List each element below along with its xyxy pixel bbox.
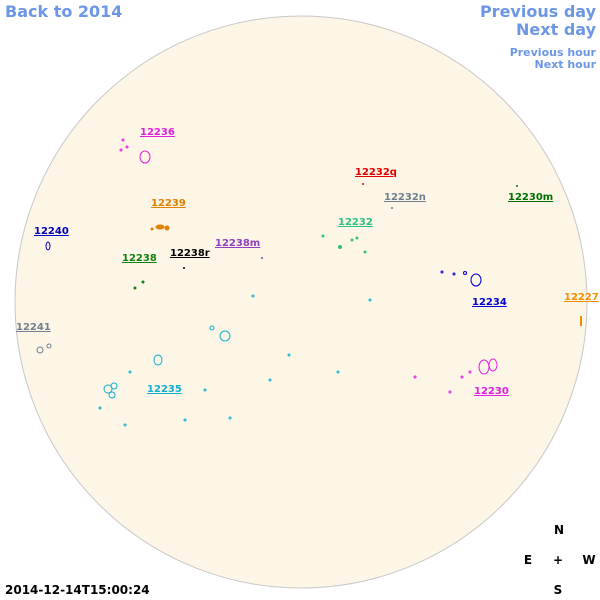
region-label[interactable]: 12238r bbox=[170, 248, 210, 259]
compass-east: E bbox=[524, 553, 532, 567]
region-label[interactable]: 12240 bbox=[34, 226, 69, 237]
region-label[interactable]: 12230m bbox=[508, 192, 553, 203]
next-day-link[interactable]: Next day bbox=[516, 20, 597, 39]
region-label[interactable]: 12234 bbox=[472, 297, 507, 308]
region-label[interactable]: 12239 bbox=[151, 198, 186, 209]
region-label[interactable]: 12236 bbox=[140, 127, 175, 138]
compass-north: N bbox=[554, 523, 564, 537]
compass-center: + bbox=[553, 553, 563, 567]
back-link[interactable]: Back to 2014 bbox=[5, 2, 122, 21]
compass-south: S bbox=[554, 583, 563, 597]
region-label[interactable]: 12230 bbox=[474, 386, 509, 397]
compass-west: W bbox=[582, 553, 595, 567]
next-hour-link[interactable]: Next hour bbox=[535, 58, 597, 71]
region-label[interactable]: 12238 bbox=[122, 253, 157, 264]
sunspots bbox=[36, 138, 582, 427]
region-label[interactable]: 12232 bbox=[338, 217, 373, 228]
previous-hour-link[interactable]: Previous hour bbox=[510, 46, 597, 59]
timestamp: 2014-12-14T15:00:24 bbox=[5, 583, 150, 597]
region-label[interactable]: 12238m bbox=[215, 238, 260, 249]
previous-day-link[interactable]: Previous day bbox=[480, 2, 597, 21]
region-label[interactable]: 12235 bbox=[147, 384, 182, 395]
region-label[interactable]: 12232q bbox=[355, 167, 397, 178]
region-label[interactable]: 12241 bbox=[16, 322, 51, 333]
region-label[interactable]: 12227 bbox=[564, 292, 599, 303]
region-label[interactable]: 12232n bbox=[384, 192, 426, 203]
solar-disc bbox=[14, 15, 588, 589]
